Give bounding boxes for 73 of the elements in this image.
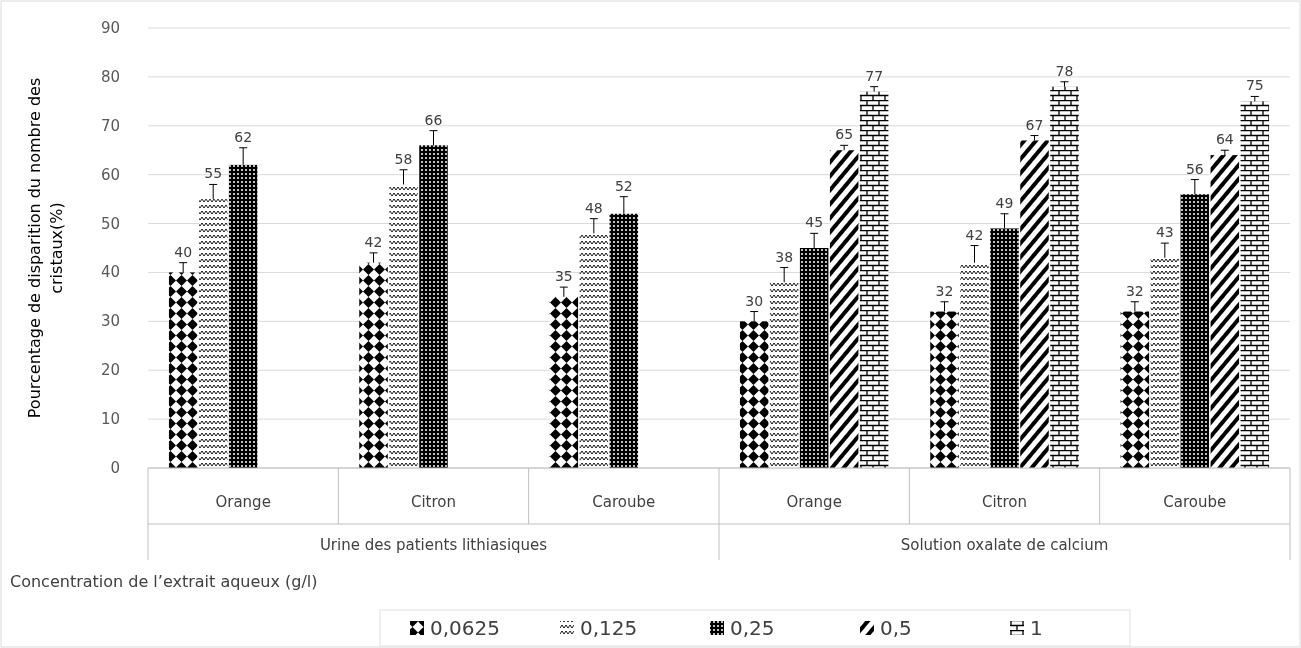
bar bbox=[579, 233, 609, 468]
legend-label: 1 bbox=[1030, 616, 1043, 640]
y-tick-label: 70 bbox=[100, 116, 120, 135]
text: Solution oxalate de calcium bbox=[900, 536, 1109, 554]
bar bbox=[389, 184, 418, 468]
y-tick-label: 90 bbox=[100, 19, 120, 37]
bar bbox=[739, 321, 769, 468]
data-label: 58 bbox=[394, 150, 413, 167]
data-label: 65 bbox=[835, 126, 854, 143]
y-tick-label: 80 bbox=[100, 67, 120, 86]
x-tick-label: Citron bbox=[981, 493, 1028, 511]
data-label: 42 bbox=[965, 226, 984, 243]
data-label: 35 bbox=[554, 268, 573, 285]
bar bbox=[419, 145, 448, 468]
data-label: 42 bbox=[364, 233, 383, 250]
data-label: 56 bbox=[1185, 160, 1204, 177]
x-axis-title: Concentration de l’extrait aqueux (g/l) bbox=[10, 572, 318, 591]
data-label: 66 bbox=[424, 111, 443, 128]
data-label: 45 bbox=[805, 214, 824, 231]
bar bbox=[859, 91, 889, 468]
bar bbox=[198, 199, 228, 468]
bar bbox=[960, 262, 989, 468]
bar bbox=[1210, 155, 1240, 468]
y-tick-label: 50 bbox=[100, 214, 120, 233]
legend-label: 0,125 bbox=[580, 616, 638, 640]
bar bbox=[799, 248, 829, 468]
legend-label: 0,0625 bbox=[430, 616, 500, 640]
y-tick-label: 10 bbox=[100, 410, 120, 429]
data-label: 62 bbox=[234, 128, 253, 145]
data-label: 77 bbox=[865, 67, 884, 84]
data-label: 48 bbox=[584, 199, 603, 216]
x-tick-label: Citron bbox=[410, 493, 457, 511]
bar bbox=[1150, 257, 1180, 468]
y-tick-label: 20 bbox=[100, 361, 120, 380]
data-label: 55 bbox=[204, 165, 223, 182]
bar bbox=[1240, 101, 1270, 468]
y-tick-label: 40 bbox=[100, 263, 120, 282]
bar bbox=[1020, 140, 1049, 468]
data-label: 32 bbox=[935, 282, 954, 299]
bar bbox=[609, 213, 639, 468]
bar bbox=[769, 282, 799, 468]
y-tick-label: 30 bbox=[100, 312, 120, 331]
data-label: 49 bbox=[995, 194, 1014, 211]
x-tick-label: Caroube bbox=[592, 493, 656, 511]
data-label: 30 bbox=[745, 292, 764, 309]
bar bbox=[228, 164, 258, 468]
bar bbox=[1120, 311, 1150, 468]
legend-label: 0,25 bbox=[730, 616, 775, 640]
y-tick-label: 0 bbox=[110, 459, 120, 477]
bar bbox=[549, 296, 579, 468]
data-label: 43 bbox=[1155, 224, 1174, 241]
y-axis-title: Pourcentage de disparition du nombre des cristaux(%) bbox=[25, 77, 66, 419]
bar bbox=[829, 150, 859, 468]
bar bbox=[990, 228, 1019, 468]
data-label: 67 bbox=[1025, 116, 1044, 133]
y-tick-label: 60 bbox=[100, 165, 120, 184]
legend-label: 0,5 bbox=[880, 616, 912, 640]
bar bbox=[359, 262, 388, 468]
data-label: 78 bbox=[1055, 62, 1074, 79]
data-label: 38 bbox=[775, 248, 794, 265]
text: Urine des patients lithiasiques bbox=[319, 536, 548, 554]
bar bbox=[168, 272, 198, 468]
data-label: 52 bbox=[614, 177, 633, 194]
x-tick-label: Orange bbox=[215, 493, 271, 511]
bar bbox=[1050, 86, 1079, 468]
data-label: 40 bbox=[174, 243, 193, 260]
x-tick-label: Orange bbox=[786, 493, 842, 511]
bar bbox=[930, 311, 959, 468]
x-tick-label: Caroube bbox=[1163, 493, 1227, 511]
data-label: 32 bbox=[1125, 282, 1144, 299]
data-label: 64 bbox=[1215, 131, 1234, 148]
bar bbox=[1180, 194, 1210, 468]
data-label: 75 bbox=[1245, 77, 1264, 94]
